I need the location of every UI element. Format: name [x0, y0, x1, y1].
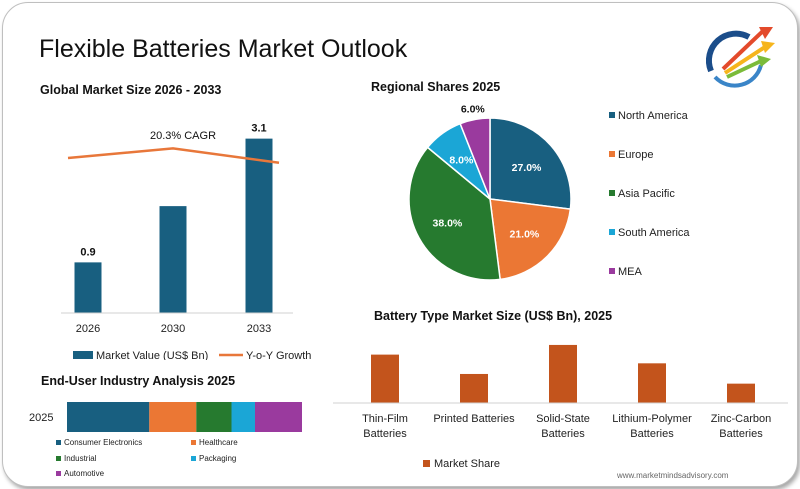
type-bar-lithium-polymer-batteries: [638, 363, 666, 403]
pie-slice-europe: [489, 198, 572, 281]
legend-label-market-value: Market Value (US$ Bn): [96, 350, 208, 360]
growth-line: [67, 147, 280, 165]
legend-label-pie: Asia Pacific: [618, 188, 675, 200]
legend-swatch-pie: [609, 268, 615, 274]
legend-swatch-end-user: [191, 456, 196, 461]
end-user-segment-industrial: [196, 402, 232, 432]
market-size-chart: 0.9 3.1 20.3% CAGR 2026 2030 2033 Market Va…: [61, 123, 311, 360]
x-tick-label: 2030: [161, 323, 185, 335]
battery-type-title: Battery Type Market Size (US$ Bn), 2025: [374, 309, 613, 323]
legend-swatch-pie: [609, 151, 615, 157]
type-bar-solid-state-batteries: [549, 344, 577, 403]
end-user-segment-consumer-electronics: [67, 402, 150, 432]
legend-swatch-pie: [609, 229, 615, 235]
pie-value-label: 8.0%: [449, 155, 474, 167]
type-tick-label: Batteries: [630, 428, 674, 440]
market-bar-label: 3.1: [251, 123, 266, 135]
pie-value-label: 38.0%: [433, 217, 463, 229]
legend-swatch-pie: [609, 190, 615, 196]
legend-label-pie: MEA: [618, 266, 643, 278]
type-tick-label: Batteries: [719, 428, 763, 440]
market-bar-label: 0.9: [80, 246, 95, 258]
end-user-segment-automotive: [255, 402, 302, 432]
footer-url: www.marketmindsadvisory.com: [617, 471, 729, 480]
type-bar-thin-film-batteries: [371, 354, 399, 403]
regional-pie-chart: 27.0% 21.0% 38.0% 8.0% 6.0% North America Eur…: [408, 104, 690, 281]
legend-label-pie: Europe: [618, 149, 653, 161]
type-tick-label: Batteries: [541, 428, 585, 440]
x-tick-label: 2033: [247, 323, 271, 335]
legend-label-pie: South America: [618, 227, 690, 239]
legend-label-end-user: Packaging: [199, 454, 236, 463]
pie-slice-north-america: [489, 117, 572, 210]
battery-type-chart: Thin-Film Batteries Printed Batteries Solid…: [333, 344, 788, 470]
pie-value-label: 21.0%: [510, 228, 540, 240]
type-tick-label: Lithium-Polymer: [612, 413, 692, 425]
pie-slice-asia-pacific: [408, 146, 501, 281]
market-bar-2026: [74, 262, 102, 313]
pie-value-label: 6.0%: [461, 104, 486, 116]
legend-swatch-end-user: [56, 456, 61, 461]
legend-swatch-market-value: [73, 351, 93, 359]
type-tick-label: Zinc-Carbon: [711, 413, 772, 425]
legend-swatch-end-user: [56, 471, 61, 476]
cagr-annotation: 20.3% CAGR: [150, 130, 216, 142]
end-user-category-label: 2025: [29, 412, 53, 424]
page-title: Flexible Batteries Market Outlook: [39, 35, 408, 63]
type-tick-label: Solid-State: [536, 413, 590, 425]
legend-label-end-user: Industrial: [64, 454, 97, 463]
type-tick-label: Printed Batteries: [433, 413, 515, 425]
end-user-segment-healthcare: [149, 402, 197, 432]
legend-label-end-user: Automotive: [64, 469, 105, 478]
type-tick-label: Thin-Film: [362, 413, 408, 425]
end-user-segment-packaging: [231, 402, 255, 432]
market-size-title: Global Market Size 2026 - 2033: [40, 83, 222, 97]
type-bar-zinc-carbon-batteries: [727, 383, 755, 403]
end-user-title: End-User Industry Analysis 2025: [41, 374, 236, 388]
legend-swatch-pie: [609, 112, 615, 118]
end-user-chart: 2025 Consumer Electronics Healthcare Indus…: [29, 402, 302, 478]
legend-label-growth: Y-o-Y Growth: [246, 350, 311, 360]
legend-swatch-end-user: [56, 440, 61, 445]
market-bar-2030: [159, 206, 187, 313]
x-tick-label: 2026: [76, 323, 100, 335]
type-bar-printed-batteries: [460, 373, 488, 403]
legend-label-end-user: Healthcare: [199, 438, 238, 447]
legend-label-pie: North America: [618, 110, 689, 122]
pie-slice-mea: [459, 117, 491, 200]
market-bar-2033: [245, 138, 273, 313]
regional-shares-title: Regional Shares 2025: [371, 80, 501, 94]
legend-label-end-user: Consumer Electronics: [64, 438, 142, 447]
pie-value-label: 27.0%: [512, 162, 542, 174]
legend-swatch-market-share: [423, 460, 430, 467]
legend-label-market-share: Market Share: [434, 458, 500, 470]
legend-swatch-end-user: [191, 440, 196, 445]
logo-icon: [705, 27, 775, 88]
type-tick-label: Batteries: [363, 428, 407, 440]
